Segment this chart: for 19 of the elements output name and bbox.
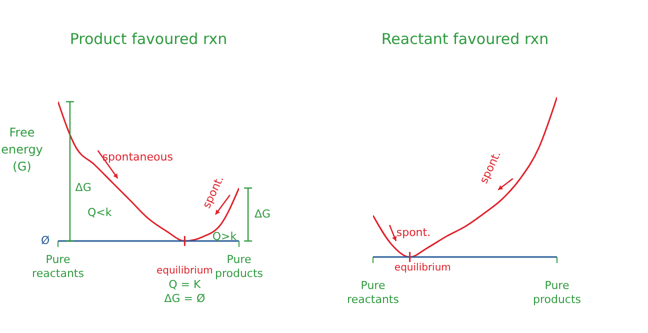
chart-title: Reactant favoured rxn (381, 30, 549, 48)
annotation: spont. (396, 226, 431, 240)
annotation: Q>k (212, 230, 238, 243)
text: ΔG = Ø (164, 292, 206, 306)
text: Q = K (168, 278, 202, 292)
text: equilibrium (156, 266, 213, 277)
text: ΔG (254, 208, 271, 221)
x-tick-label: Pure products (214, 253, 264, 280)
x-tick-label: Pure products (532, 279, 582, 306)
y-axis-title: Free energy (G) (1, 126, 43, 174)
text: Ø (40, 234, 50, 248)
annotation: spont. (200, 174, 226, 210)
text: equilibrium (394, 262, 451, 274)
x-tick-label: Pure reactants (347, 279, 400, 306)
chart-title: Product favoured rxn (70, 30, 228, 48)
annotation: ΔG (75, 181, 92, 194)
annotation: spontaneous (102, 150, 174, 164)
annotation: Q<k (88, 206, 112, 220)
x-tick-label: Pure reactants (32, 253, 84, 280)
